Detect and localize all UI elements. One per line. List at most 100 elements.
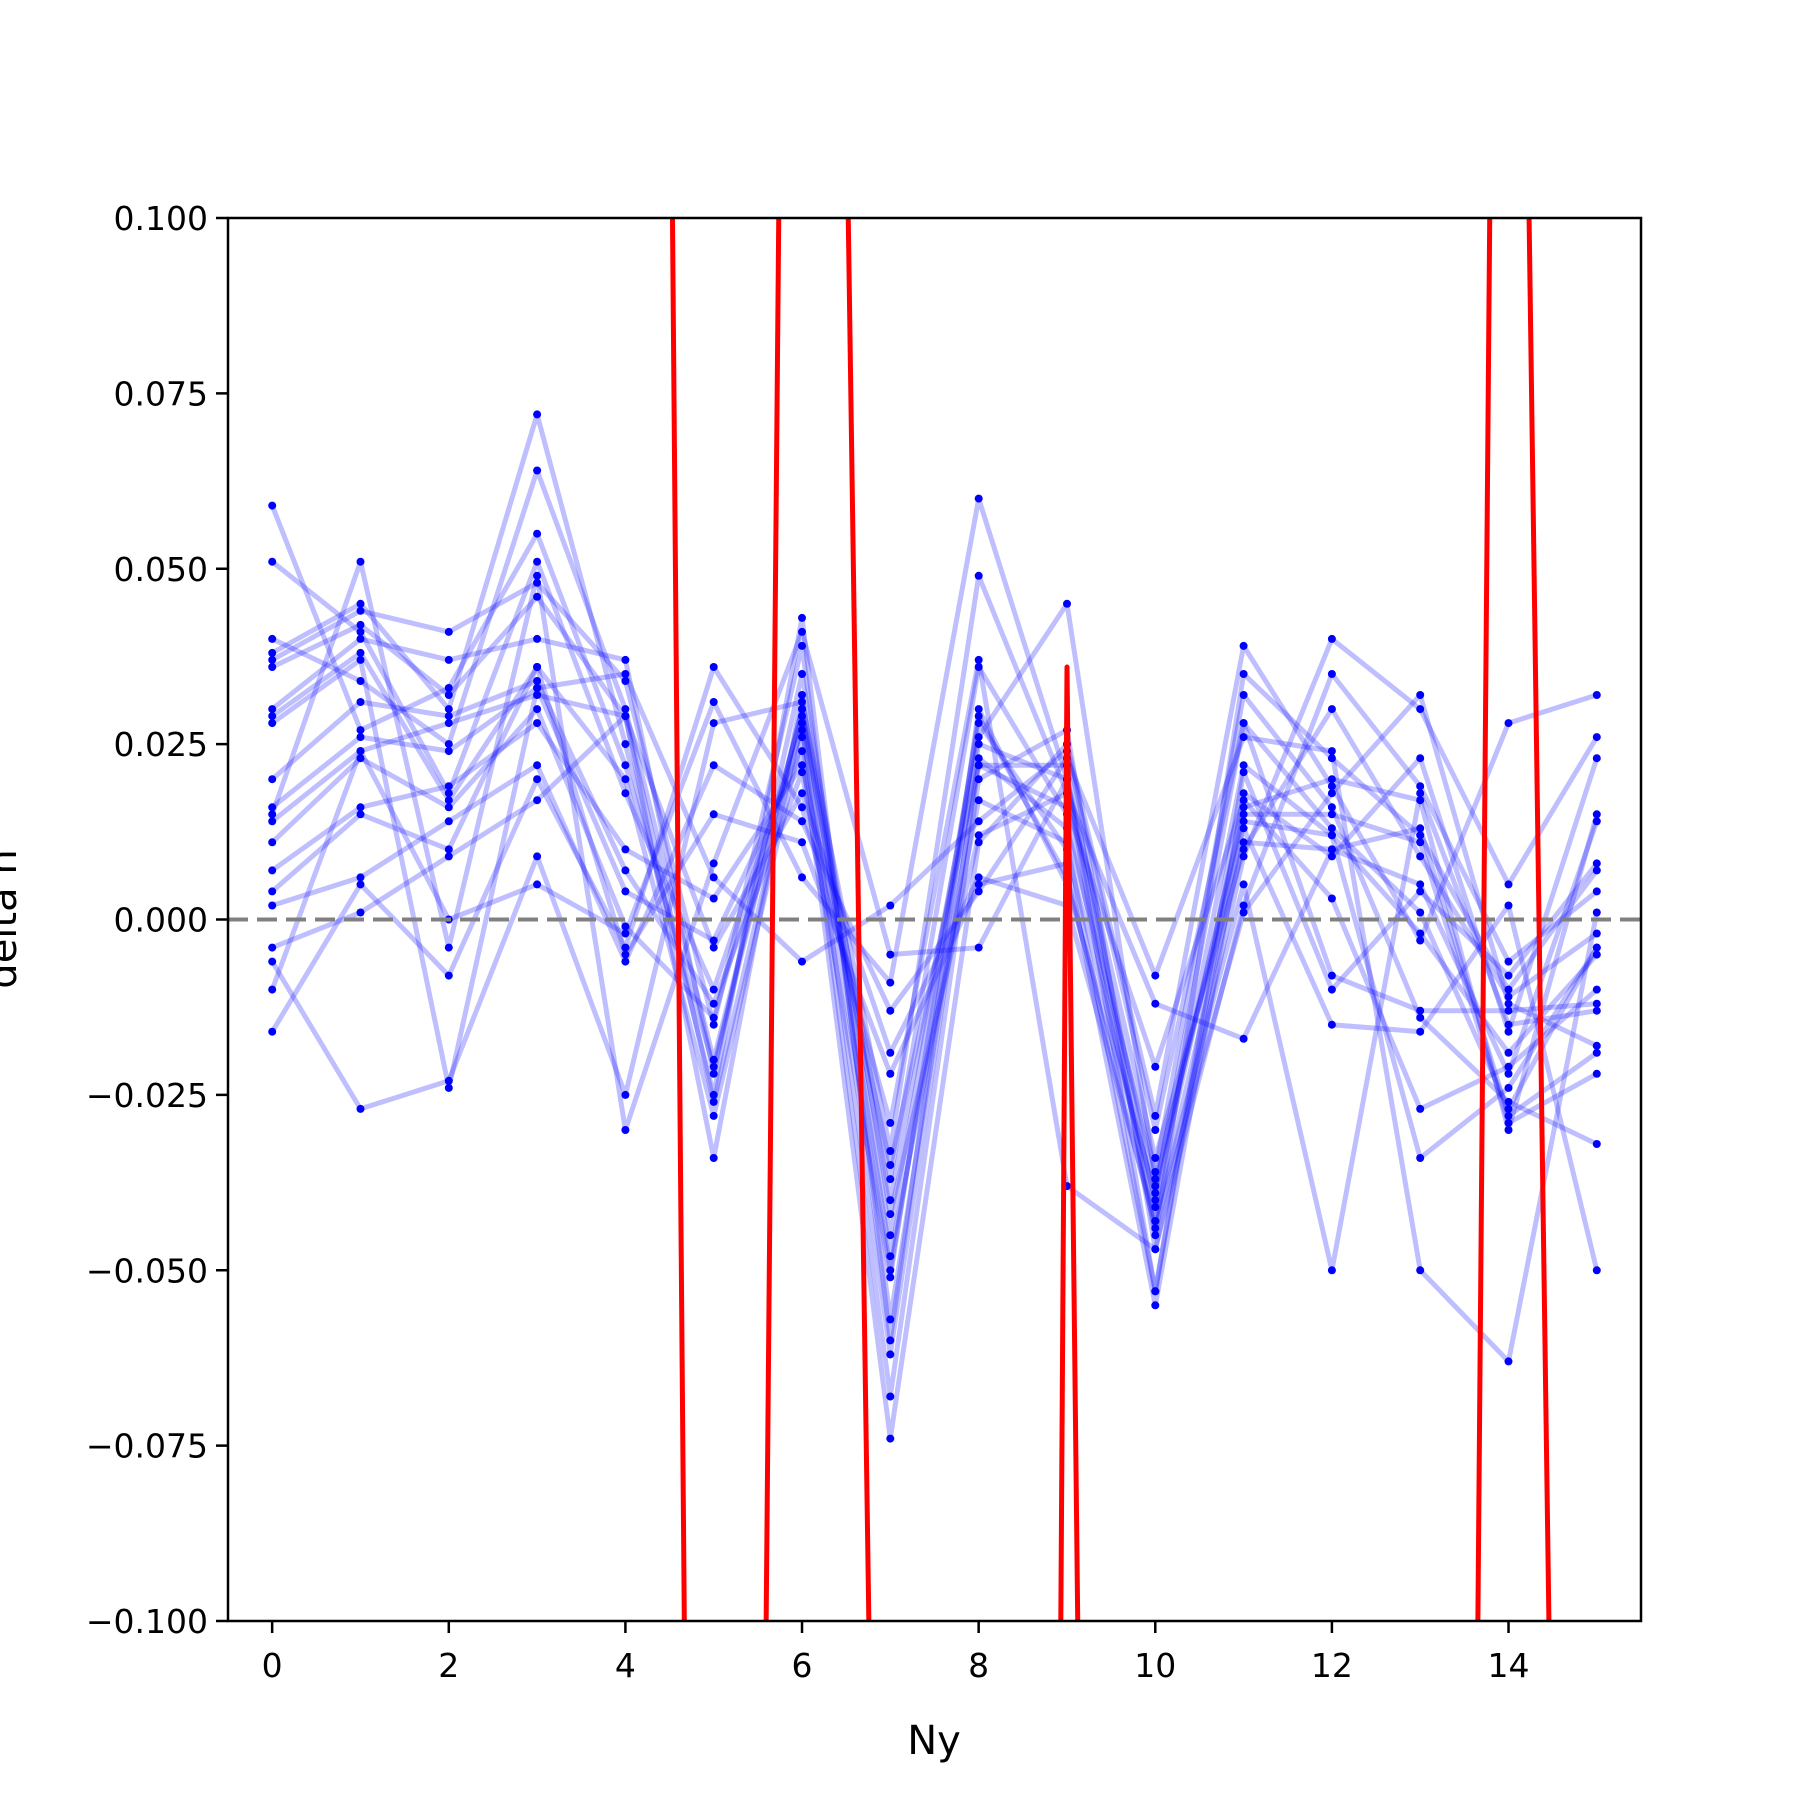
trace-point [533, 557, 542, 566]
trace-point [974, 873, 983, 882]
y-tick-label: −0.100 [86, 1602, 208, 1641]
trace-point [1416, 691, 1425, 699]
trace-point [886, 1147, 895, 1155]
trace-point [621, 957, 630, 966]
trace-point [1327, 789, 1336, 798]
trace-point [1416, 1013, 1425, 1022]
trace-point [974, 831, 983, 840]
trace-point [1327, 634, 1336, 643]
trace-point [1592, 733, 1601, 742]
trace-point [798, 705, 806, 714]
trace-point [268, 901, 277, 910]
trace-point [444, 943, 453, 952]
trace-point [1327, 810, 1336, 819]
trace-point [268, 943, 277, 952]
trace-point [974, 887, 983, 896]
trace-point [533, 880, 542, 889]
trace-point [1592, 1006, 1601, 1015]
trace-point [1592, 1041, 1601, 1050]
trace-point [356, 634, 365, 643]
trace-point [533, 578, 542, 587]
trace-point [444, 705, 453, 714]
trace-point [1416, 1006, 1425, 1015]
trace-point [1416, 1266, 1425, 1275]
trace-point [1239, 817, 1248, 826]
trace-point [533, 466, 542, 475]
trace-point [356, 557, 365, 566]
trace-point [886, 1266, 895, 1275]
trace-point [1239, 908, 1248, 917]
trace-point [1239, 761, 1248, 770]
trace-point [886, 1392, 895, 1401]
trace-point [1151, 1189, 1160, 1198]
trace-point [1239, 901, 1248, 910]
trace-point [1592, 866, 1601, 875]
trace-line-0 [269, 504, 1600, 1238]
y-axis-label: delta n [0, 849, 26, 988]
trace-point [798, 691, 806, 699]
trace-point [798, 747, 806, 756]
trace-line-17 [269, 496, 1599, 1161]
trace-point [1592, 810, 1601, 819]
trace-point [533, 719, 542, 728]
trace-point [709, 894, 718, 903]
trace-point [1504, 1097, 1513, 1106]
trace-point [1504, 1118, 1513, 1127]
trace-point [268, 810, 277, 819]
trace-point [798, 733, 806, 742]
y-tick-label: 0.000 [114, 901, 208, 940]
trace-point [444, 1076, 453, 1085]
trace-point [798, 641, 806, 650]
x-tick-label: 10 [1134, 1646, 1176, 1685]
trace-point [356, 726, 365, 735]
trace-point [268, 501, 277, 510]
trace-point [356, 880, 365, 889]
trace-point [356, 620, 365, 629]
trace-point [1416, 1027, 1425, 1036]
trace-point [1504, 985, 1513, 994]
trace-line-20 [269, 559, 1599, 1294]
trace-point [356, 803, 365, 812]
trace-point [268, 655, 277, 664]
trace-point [709, 1069, 718, 1078]
trace-point [533, 634, 542, 643]
trace-point [533, 852, 542, 861]
trace-point [886, 1434, 895, 1443]
trace-point [1239, 852, 1248, 861]
y-tick-label: −0.025 [86, 1076, 208, 1115]
trace-point [1504, 971, 1513, 980]
trace-point [356, 648, 365, 657]
trace-point [974, 754, 983, 763]
trace-point [356, 698, 365, 706]
trace-point [444, 627, 453, 636]
trace-point [974, 494, 983, 503]
trace-point [1239, 670, 1248, 678]
trace-point [1592, 929, 1601, 938]
trace-point [886, 901, 895, 910]
trace-point [1151, 1175, 1160, 1184]
trace-point [1239, 796, 1248, 805]
trace-point [1151, 1168, 1160, 1176]
trace-point [1151, 1231, 1160, 1240]
trace-point [974, 663, 983, 671]
trace-point [1592, 754, 1601, 763]
trace-point [1592, 1140, 1601, 1148]
trace-point [1504, 901, 1513, 910]
trace-point [621, 943, 630, 952]
trace-point [268, 985, 277, 994]
trace-point [798, 613, 806, 622]
trace-point [798, 838, 806, 847]
trace-point [709, 985, 718, 994]
trace-point [1327, 670, 1336, 678]
trace-point [533, 410, 542, 419]
trace-point [268, 775, 277, 784]
trace-point [886, 1273, 895, 1282]
trace-point [444, 852, 453, 861]
trace-point [709, 719, 718, 728]
trace-point [1504, 719, 1513, 728]
trace-point [709, 1090, 718, 1099]
trace-point [1239, 810, 1248, 819]
trace-point [1504, 1062, 1513, 1071]
trace-line-2 [271, 468, 1600, 1224]
